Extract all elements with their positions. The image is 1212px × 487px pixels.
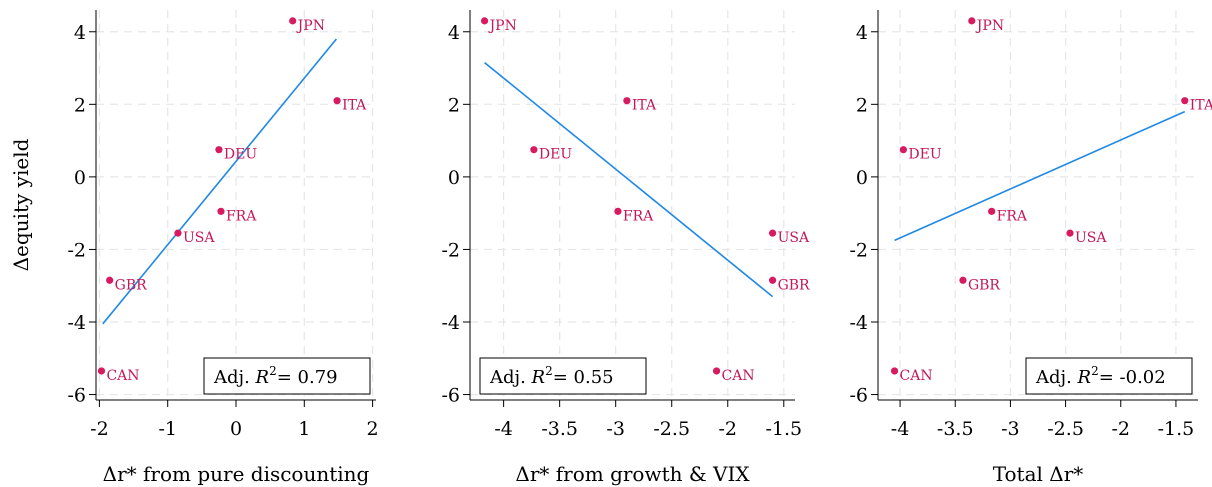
y-tick-label-1: -4 bbox=[67, 312, 86, 334]
y-tick-label-3: 0 bbox=[856, 167, 868, 189]
annotation-box bbox=[1025, 357, 1193, 395]
y-tick-label-2: -2 bbox=[849, 239, 868, 261]
point-label-can: CAN bbox=[722, 368, 755, 384]
y-axis-title: Δequity yield bbox=[9, 138, 33, 271]
x-axis-title: Δr* from growth & VIX bbox=[515, 462, 750, 486]
point-can bbox=[712, 367, 721, 375]
annotation-text: Adj. R2= 0.79 bbox=[213, 364, 338, 388]
point-label-jpn: JPN bbox=[488, 18, 517, 34]
point-label-fra: FRA bbox=[226, 208, 257, 224]
point-label-gbr: GBR bbox=[968, 277, 1000, 293]
x-axis-title: Δr* from pure discounting bbox=[103, 462, 370, 486]
annotation-text: Adj. R2= 0.55 bbox=[489, 364, 614, 388]
x-tick-label-3: 1 bbox=[298, 418, 310, 440]
y-tick-label-5: 4 bbox=[74, 22, 86, 44]
point-usa bbox=[768, 229, 777, 237]
point-label-deu: DEU bbox=[224, 147, 257, 163]
point-usa bbox=[174, 229, 182, 237]
panel-2: -4 -3.5 -3 -2.5 -2 -1.5 -6 -4 -2 0 2 4 Δr* from grow… bbox=[441, 10, 810, 486]
point-gbr bbox=[768, 276, 777, 284]
fit-line bbox=[484, 61, 774, 298]
point-gbr bbox=[959, 276, 967, 284]
x-axis-title: Total Δr* bbox=[993, 462, 1084, 486]
point-label-gbr: GBR bbox=[778, 277, 810, 293]
point-label-ita: ITA bbox=[632, 98, 657, 114]
point-fra bbox=[217, 207, 225, 215]
y-tick-label-3: 0 bbox=[74, 167, 86, 189]
point-label-deu: DEU bbox=[908, 147, 941, 163]
fit-line bbox=[894, 110, 1186, 242]
point-jpn bbox=[968, 17, 976, 25]
point-jpn bbox=[480, 17, 489, 25]
annotation-box bbox=[203, 357, 371, 395]
y-tick-label-1: -4 bbox=[441, 312, 460, 334]
point-label-can: CAN bbox=[106, 368, 139, 384]
point-label-can: CAN bbox=[900, 368, 933, 384]
y-tick-label-3: 0 bbox=[448, 167, 460, 189]
point-fra bbox=[614, 207, 622, 215]
point-label-ita: ITA bbox=[1190, 98, 1212, 114]
x-tick-label-1: -3.5 bbox=[541, 418, 578, 440]
y-tick-label-5: 4 bbox=[448, 22, 460, 44]
x-tick-label-1: -3.5 bbox=[937, 418, 974, 440]
point-ita bbox=[623, 97, 631, 105]
point-label-usa: USA bbox=[1075, 230, 1107, 246]
x-tick-label-0: -4 bbox=[494, 418, 513, 440]
point-gbr bbox=[106, 276, 114, 284]
y-tick-label-4: 2 bbox=[856, 94, 868, 116]
point-label-jpn: JPN bbox=[975, 18, 1004, 34]
point-deu bbox=[215, 146, 223, 154]
x-tick-label-5: -1.5 bbox=[765, 418, 802, 440]
x-tick-label-0: -4 bbox=[891, 418, 910, 440]
annotation-box bbox=[479, 357, 647, 395]
panel-1: -2 -1 0 1 2 -6 -4 -2 0 2 4 Δr* from pure discountin… bbox=[9, 10, 379, 486]
y-tick-label-4: 2 bbox=[74, 94, 86, 116]
point-ita bbox=[333, 97, 341, 105]
point-deu bbox=[899, 146, 907, 154]
fit-line bbox=[102, 38, 338, 325]
x-tick-label-4: -2 bbox=[1112, 418, 1131, 440]
point-label-ita: ITA bbox=[342, 98, 367, 114]
point-fra bbox=[988, 207, 996, 215]
y-tick-label-0: -6 bbox=[67, 385, 86, 407]
annotation-text: Adj. R2= -0.02 bbox=[1035, 364, 1166, 388]
y-tick-label-5: 4 bbox=[856, 22, 868, 44]
panel-3: -4 -3.5 -3 -2.5 -2 -1.5 -6 -4 -2 0 2 4 Total Δr* JPN I… bbox=[849, 10, 1212, 486]
x-tick-label-2: -3 bbox=[1001, 418, 1020, 440]
point-label-fra: FRA bbox=[997, 208, 1028, 224]
point-label-jpn: JPN bbox=[296, 18, 325, 34]
x-tick-label-3: -2.5 bbox=[1047, 418, 1084, 440]
x-tick-label-5: -1.5 bbox=[1158, 418, 1195, 440]
y-tick-label-2: -2 bbox=[67, 239, 86, 261]
x-tick-label-4: -2 bbox=[719, 418, 738, 440]
x-tick-label-0: -2 bbox=[90, 418, 109, 440]
point-label-fra: FRA bbox=[623, 208, 654, 224]
point-label-deu: DEU bbox=[539, 147, 572, 163]
point-label-gbr: GBR bbox=[115, 277, 147, 293]
x-tick-label-2: -3 bbox=[606, 418, 625, 440]
y-tick-label-2: -2 bbox=[441, 239, 460, 261]
point-label-usa: USA bbox=[183, 230, 215, 246]
x-tick-label-1: -1 bbox=[158, 418, 177, 440]
y-tick-label-0: -6 bbox=[849, 385, 868, 407]
point-label-usa: USA bbox=[778, 230, 810, 246]
point-can bbox=[890, 367, 899, 375]
x-tick-label-4: 2 bbox=[367, 418, 379, 440]
point-can bbox=[97, 367, 106, 375]
point-usa bbox=[1066, 229, 1074, 237]
y-tick-label-1: -4 bbox=[849, 312, 868, 334]
x-tick-label-3: -2.5 bbox=[653, 418, 690, 440]
point-jpn bbox=[289, 17, 297, 25]
x-tick-label-2: 0 bbox=[230, 418, 242, 440]
y-tick-label-0: -6 bbox=[441, 385, 460, 407]
y-tick-label-4: 2 bbox=[448, 94, 460, 116]
point-ita bbox=[1181, 97, 1189, 105]
point-deu bbox=[530, 146, 538, 154]
